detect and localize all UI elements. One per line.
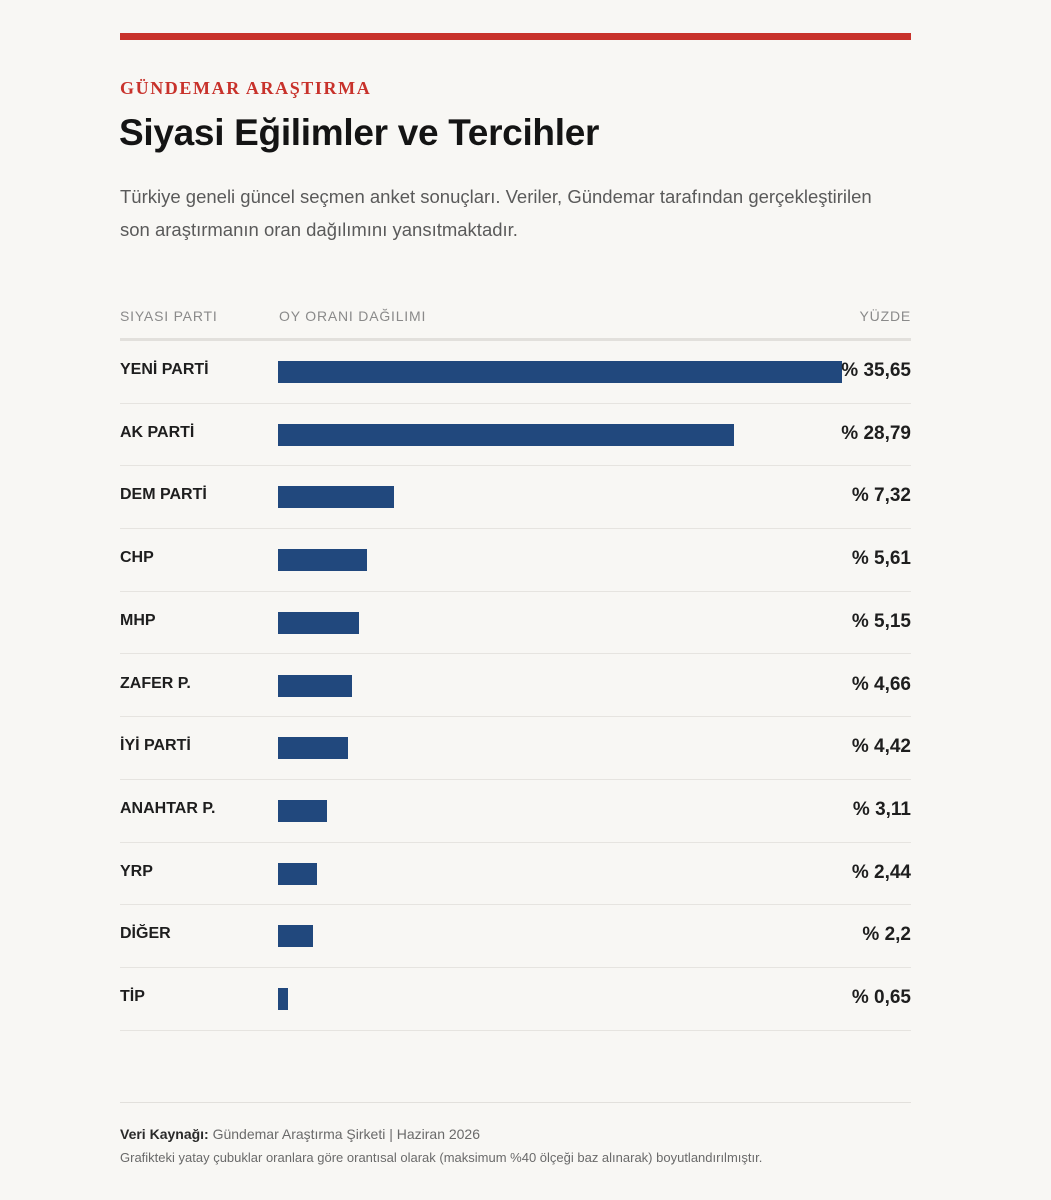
table-row: TİP % 0,65 <box>120 968 911 1031</box>
percent-label: % 4,42 <box>851 736 911 758</box>
percent-label: % 4,66 <box>851 673 911 695</box>
page-subtitle: Türkiye geneli güncel seçmen anket sonuç… <box>120 186 872 240</box>
party-name: TİP <box>120 988 145 1005</box>
table-row: AK PARTİ % 28,79 <box>120 404 911 467</box>
vote-bar <box>278 423 734 446</box>
percent-label: % 5,15 <box>851 610 911 632</box>
party-name: YENİ PARTİ <box>120 361 209 378</box>
table-row: DİĞER % 2,2 <box>120 905 911 968</box>
table-row: ZAFER P. % 4,66 <box>120 655 911 718</box>
vote-bar <box>278 674 352 697</box>
percent-label: % 3,11 <box>852 798 911 820</box>
column-header-distribution: OY ORANI DAĞILIMI <box>279 308 427 324</box>
vote-bar <box>278 925 313 948</box>
percent-label: % 5,61 <box>851 548 911 570</box>
party-name: ZAFER P. <box>120 674 191 692</box>
data-source-text: Gündemar Araştırma Şirketi | Haziran 202… <box>208 1126 481 1142</box>
vote-bar <box>278 737 348 760</box>
vote-bar <box>278 988 289 1010</box>
page-title: Siyasi Eğilimler ve Tercihler <box>119 112 600 153</box>
percent-label: % 35,65 <box>841 360 911 381</box>
table-row: MHP % 5,15 <box>120 592 911 655</box>
party-name: ANAHTAR P. <box>120 799 216 817</box>
column-header-party: SIYASI PARTI <box>120 308 218 324</box>
vote-bar <box>278 486 394 509</box>
top-accent-rule <box>120 33 911 40</box>
column-header-percent: YÜZDE <box>859 308 911 324</box>
percent-label: % 0,65 <box>851 987 911 1008</box>
party-name: DEM PARTİ <box>120 486 207 504</box>
data-source: Veri Kaynağı: Gündemar Araştırma Şirketi… <box>120 1126 480 1142</box>
footer-note: Grafikteki yatay çubuklar oranlara göre … <box>120 1150 763 1165</box>
vote-bar <box>278 862 317 885</box>
party-name: CHP <box>120 549 154 567</box>
party-name: İYİ PARTİ <box>120 737 191 755</box>
vote-bar <box>278 361 843 383</box>
vote-bar <box>278 549 367 572</box>
table-row: DEM PARTİ % 7,32 <box>120 466 911 530</box>
brand-label: GÜNDEMAR ARAŞTIRMA <box>120 78 372 98</box>
vote-bar <box>278 611 360 634</box>
data-source-label: Veri Kaynağı: <box>120 1126 209 1142</box>
footer-divider <box>120 1102 911 1103</box>
percent-label: % 2,2 <box>862 924 911 946</box>
percent-label: % 28,79 <box>841 422 911 444</box>
percent-label: % 2,44 <box>851 861 911 883</box>
party-name: AK PARTİ <box>120 423 195 441</box>
table-row: ANAHTAR P. % 3,11 <box>120 780 911 843</box>
vote-bar <box>278 799 328 822</box>
party-name: DİĞER <box>120 925 171 943</box>
table-row: YENİ PARTİ % 35,65 <box>120 341 911 404</box>
percent-label: % 7,32 <box>851 485 911 507</box>
table-row: YRP % 2,44 <box>120 843 911 906</box>
header-divider <box>120 338 911 341</box>
party-name: MHP <box>120 611 156 629</box>
party-name: YRP <box>120 862 153 880</box>
table-row: İYİ PARTİ % 4,42 <box>120 717 911 780</box>
table-row: CHP % 5,61 <box>120 529 911 592</box>
